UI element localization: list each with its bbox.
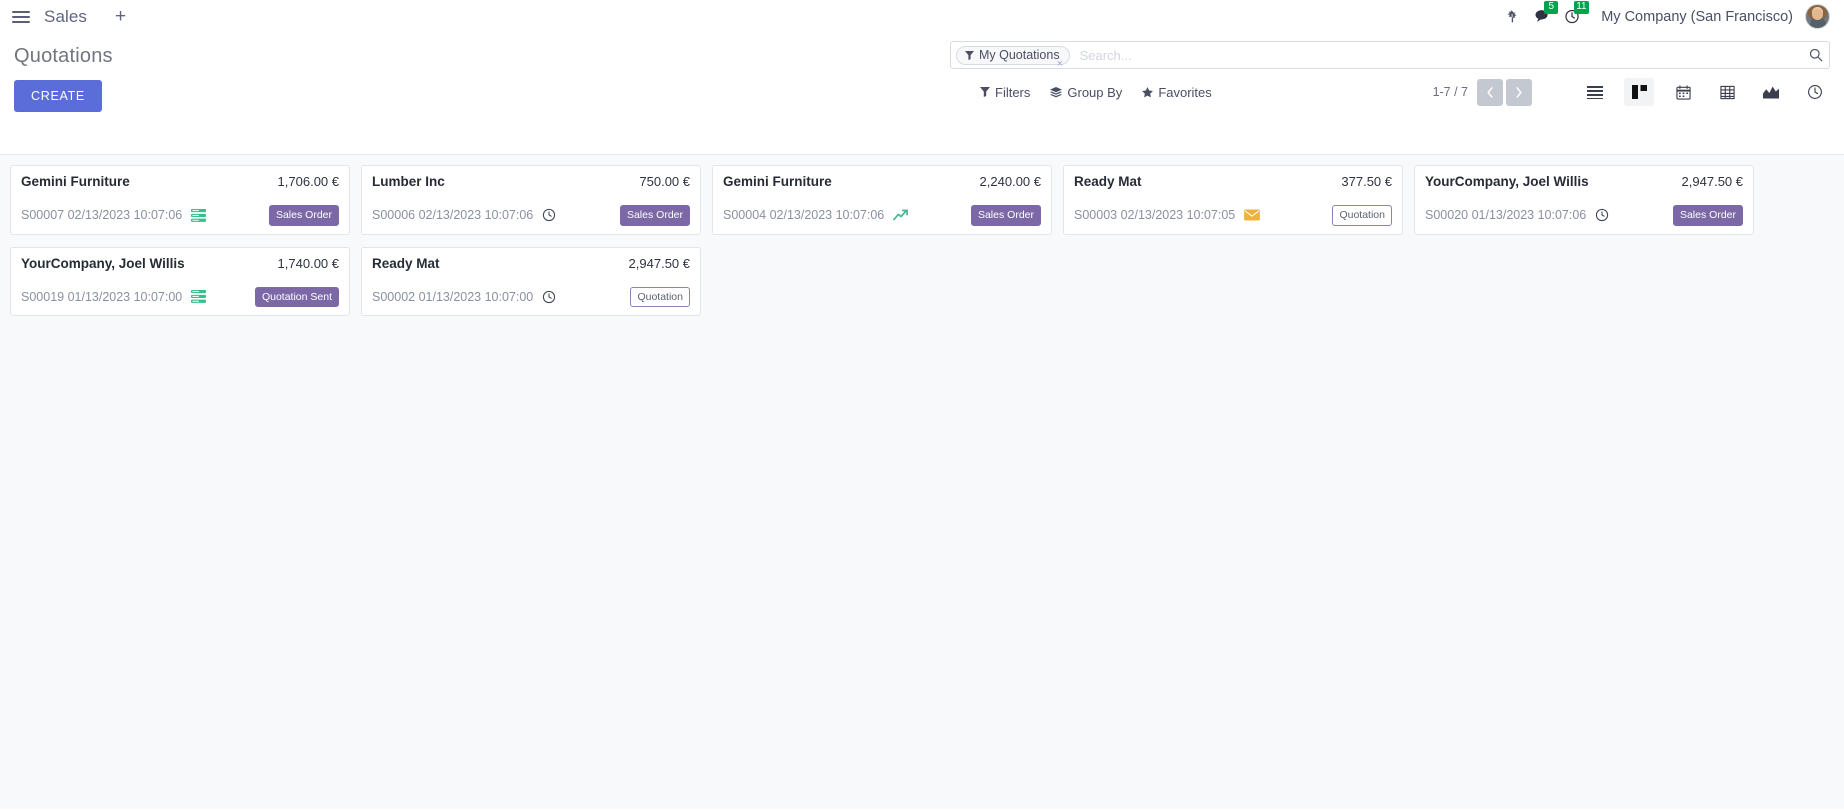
search-facet-my-quotations[interactable]: My Quotations × <box>956 45 1070 69</box>
card-reference: S00003 02/13/2023 10:07:05 <box>1074 208 1236 223</box>
view-activity-icon[interactable] <box>1800 78 1830 106</box>
company-switcher[interactable]: My Company (San Francisco) <box>1601 8 1793 25</box>
control-panel-bottom-row: Filters Group By F <box>950 78 1830 106</box>
card-reference: S00007 02/13/2023 10:07:06 <box>21 208 183 223</box>
create-button[interactable]: CREATE <box>14 80 102 112</box>
clock-icon[interactable] <box>542 208 556 222</box>
card-partner-name: Gemini Furniture <box>723 174 832 189</box>
filter-icon <box>965 50 974 60</box>
messages-icon[interactable]: 5 <box>1527 0 1559 33</box>
pager-value: 1-7 / 7 <box>1432 85 1468 99</box>
card-reference: S00002 01/13/2023 10:07:00 <box>372 289 534 304</box>
status-badge: Sales Order <box>1672 205 1743 226</box>
search-facet-remove-icon[interactable]: × <box>1056 57 1064 70</box>
top-navbar: Sales + 5 11 My Company (San Francisco) <box>0 0 1844 33</box>
search-facet-label: My Quotations <box>979 48 1060 62</box>
view-list-icon[interactable] <box>1580 78 1610 106</box>
new-tab-plus-button[interactable]: + <box>115 6 127 27</box>
kanban-card[interactable]: Ready Mat 2,947.50 € S00002 01/13/2023 10:… <box>361 246 701 316</box>
kanban-card[interactable]: Ready Mat 377.50 € S00003 02/13/2023 10:07… <box>1063 165 1403 235</box>
group-by-dropdown[interactable]: Group By <box>1040 83 1132 102</box>
filter-menus: Filters Group By F <box>970 83 1222 102</box>
control-panel: Quotations CREATE My Quotations × <box>0 33 1844 155</box>
filter-icon <box>980 87 990 97</box>
clock-icon[interactable] <box>1595 208 1609 222</box>
card-amount: 750.00 € <box>639 174 690 189</box>
kanban-card[interactable]: Lumber Inc 750.00 € S00006 02/13/2023 10:0… <box>361 165 701 235</box>
pager-previous-button[interactable] <box>1477 78 1503 106</box>
card-amount: 2,947.50 € <box>1681 174 1743 189</box>
view-graph-icon[interactable] <box>1756 78 1786 106</box>
status-badge: Quotation <box>1332 205 1392 226</box>
search-icon[interactable] <box>1805 48 1823 62</box>
view-switcher <box>1580 78 1830 106</box>
status-badge: Sales Order <box>970 205 1041 226</box>
card-partner-name: Lumber Inc <box>372 174 445 189</box>
page-title: Quotations <box>14 45 113 67</box>
kanban-card[interactable]: Gemini Furniture 2,240.00 € S00004 02/13/2… <box>712 165 1052 235</box>
card-amount: 1,740.00 € <box>277 255 339 271</box>
card-reference: S00004 02/13/2023 10:07:06 <box>723 208 885 223</box>
card-reference: S00020 01/13/2023 10:07:06 <box>1425 208 1587 223</box>
card-partner-name: Ready Mat <box>1074 174 1142 189</box>
view-calendar-icon[interactable] <box>1668 78 1698 106</box>
card-amount: 2,947.50 € <box>628 255 690 271</box>
kanban-card[interactable]: YourCompany, Joel Willis 2,947.50 € S00020… <box>1414 165 1754 235</box>
card-amount: 1,706.00 € <box>277 174 339 189</box>
filters-label: Filters <box>995 84 1031 100</box>
envelope-icon[interactable] <box>1244 209 1261 221</box>
view-pivot-icon[interactable] <box>1712 78 1742 106</box>
status-badge: Quotation Sent <box>254 286 339 307</box>
group-by-label: Group By <box>1067 84 1123 100</box>
messages-badge: 5 <box>1544 1 1559 14</box>
card-partner-name: Ready Mat <box>372 255 440 271</box>
activity-list-icon[interactable] <box>191 290 207 304</box>
clock-icon[interactable] <box>542 290 556 304</box>
card-partner-name: YourCompany, Joel Willis <box>1425 174 1589 189</box>
kanban-card-list: Gemini Furniture 1,706.00 € S00007 02/13/2… <box>10 165 1834 316</box>
kanban-view: Gemini Furniture 1,706.00 € S00007 02/13/2… <box>0 155 1844 809</box>
view-kanban-icon[interactable] <box>1624 78 1654 106</box>
card-amount: 377.50 € <box>1341 174 1392 189</box>
card-reference: S00006 02/13/2023 10:07:06 <box>372 208 534 223</box>
avatar[interactable] <box>1805 4 1830 29</box>
activities-badge: 11 <box>1574 1 1589 14</box>
layers-icon <box>1050 86 1063 98</box>
hamburger-icon[interactable] <box>10 6 32 28</box>
star-icon <box>1142 86 1154 98</box>
control-panel-tools: 1-7 / 7 <box>1433 78 1830 106</box>
status-badge: Quotation <box>630 286 690 307</box>
activity-list-icon[interactable] <box>191 208 207 222</box>
search-input[interactable] <box>1079 47 1805 63</box>
pager-next-button[interactable] <box>1506 78 1532 106</box>
favorites-label: Favorites <box>1158 84 1212 100</box>
kanban-card[interactable]: YourCompany, Joel Willis 1,740.00 € S00019… <box>10 246 350 316</box>
trending-up-icon[interactable] <box>893 208 909 222</box>
card-partner-name: Gemini Furniture <box>21 174 130 189</box>
kanban-card[interactable]: Gemini Furniture 1,706.00 € S00007 02/13/2… <box>10 165 350 235</box>
status-badge: Sales Order <box>619 205 690 226</box>
card-amount: 2,240.00 € <box>979 174 1041 189</box>
search-view[interactable]: My Quotations × <box>950 41 1830 69</box>
status-badge: Sales Order <box>268 205 339 226</box>
activities-clock-icon[interactable]: 11 <box>1557 0 1589 33</box>
app-brand-sales[interactable]: Sales <box>44 6 88 26</box>
favorites-dropdown[interactable]: Favorites <box>1132 83 1221 102</box>
filters-dropdown[interactable]: Filters <box>970 83 1040 102</box>
bug-icon[interactable] <box>1497 0 1527 33</box>
card-reference: S00019 01/13/2023 10:07:00 <box>21 289 183 304</box>
card-partner-name: YourCompany, Joel Willis <box>21 255 185 271</box>
